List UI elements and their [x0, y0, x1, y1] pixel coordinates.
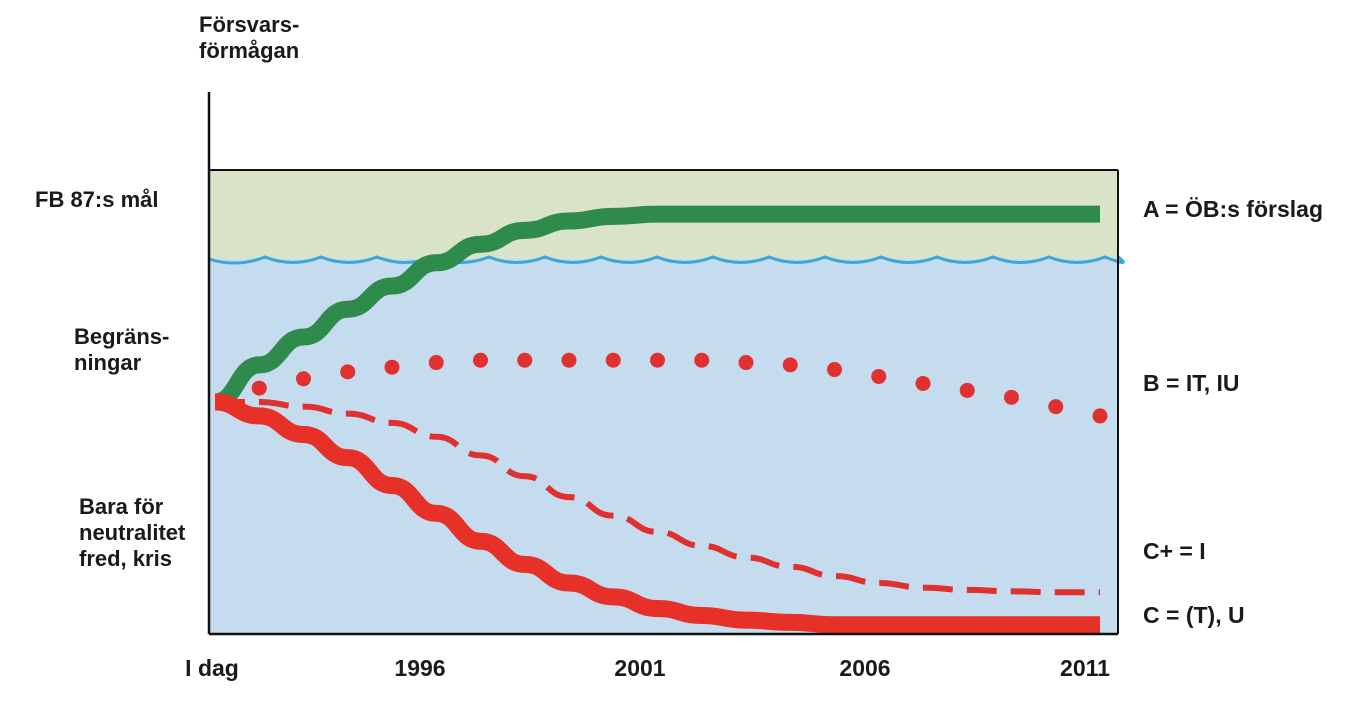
- series-line-b: [251, 352, 1108, 424]
- data-point: [1092, 408, 1108, 424]
- data-point: [473, 352, 488, 368]
- y-level-label-neutrality: Bara för neutralitet fred, kris: [79, 494, 186, 571]
- series-label-c: C = (T), U: [1143, 602, 1245, 628]
- data-point: [1048, 399, 1064, 415]
- lower-zone: [209, 259, 1118, 634]
- y-level-label-goal: FB 87:s mål: [35, 187, 159, 212]
- x-tick-label: 2001: [614, 655, 666, 681]
- data-point: [738, 355, 754, 371]
- series-label-b: B = IT, IU: [1143, 370, 1240, 396]
- y-level-label-restrictions: Begräns- ningar: [74, 324, 170, 375]
- data-point: [561, 352, 577, 368]
- data-point: [694, 352, 710, 368]
- x-tick-label: 2011: [1060, 655, 1110, 681]
- x-tick-label: I dag: [185, 655, 239, 681]
- y-axis-label: Försvars- förmågan: [199, 12, 300, 63]
- data-point: [251, 380, 267, 396]
- data-point: [340, 364, 356, 380]
- series-line-c: [214, 393, 1100, 634]
- series-line-c-plus: [215, 399, 1100, 596]
- data-point: [827, 362, 842, 378]
- data-point: [871, 368, 887, 384]
- data-point: [384, 359, 400, 375]
- series-label-c-plus: C+ = I: [1143, 538, 1206, 564]
- data-point: [296, 371, 311, 387]
- x-tick-label: 1996: [394, 655, 446, 681]
- data-point: [517, 352, 533, 368]
- zone-boundary-wave: [208, 255, 1125, 265]
- x-tick-label: 2006: [839, 655, 891, 681]
- series-label-a: A = ÖB:s förslag: [1143, 196, 1323, 222]
- data-point: [782, 357, 798, 373]
- data-point: [428, 355, 444, 371]
- data-point: [1004, 389, 1019, 405]
- data-point: [605, 352, 621, 368]
- series-line-a: [213, 205, 1100, 411]
- data-point: [650, 352, 665, 368]
- data-point: [915, 375, 931, 391]
- data-point: [959, 382, 975, 398]
